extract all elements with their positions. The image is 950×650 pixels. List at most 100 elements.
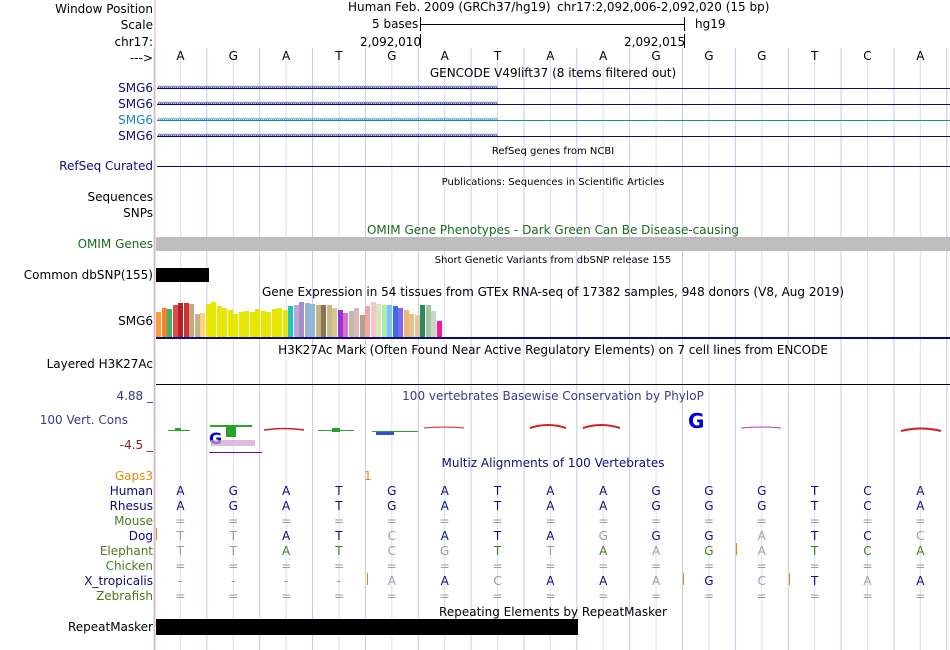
h3k27ac-track-title[interactable]: H3K27Ac Mark (Often Found Near Active Re… bbox=[278, 343, 828, 357]
multiz-base: = bbox=[492, 514, 503, 528]
gencode-transcript-label[interactable]: SMG6 bbox=[118, 81, 153, 95]
gtex-tissue-bar[interactable] bbox=[156, 311, 161, 337]
gtex-tissue-bar[interactable] bbox=[178, 302, 183, 337]
gtex-tissue-bar[interactable] bbox=[216, 306, 222, 337]
multiz-species-label[interactable]: Rhesus bbox=[109, 499, 153, 513]
gtex-tissue-bar[interactable] bbox=[354, 307, 359, 337]
gtex-tissue-bar[interactable] bbox=[183, 302, 189, 337]
publications-track-title[interactable]: Publications: Sequences in Scientific Ar… bbox=[441, 177, 665, 188]
gtex-tissue-bar[interactable] bbox=[227, 310, 233, 337]
gtex-tissue-bar[interactable] bbox=[315, 305, 321, 337]
repeatmasker-block[interactable] bbox=[156, 619, 578, 635]
gtex-tissue-bar[interactable] bbox=[425, 305, 431, 337]
gtex-tissue-bar[interactable] bbox=[436, 320, 442, 337]
repeatmasker-label[interactable]: RepeatMasker bbox=[67, 620, 153, 634]
refseq-label[interactable]: RefSeq Curated bbox=[59, 159, 153, 173]
gtex-tissue-bar[interactable] bbox=[409, 313, 414, 337]
gtex-tissue-bar[interactable] bbox=[392, 306, 398, 337]
gtex-tissue-bar[interactable] bbox=[414, 314, 420, 337]
gencode-transcript-line[interactable] bbox=[157, 88, 950, 89]
gtex-tissue-bar[interactable] bbox=[167, 308, 172, 337]
gtex-tissue-bar[interactable] bbox=[233, 313, 238, 337]
gtex-tissue-bar[interactable] bbox=[332, 307, 337, 337]
gtex-tissue-bar[interactable] bbox=[321, 305, 326, 337]
multiz-species-label[interactable]: Elephant bbox=[99, 544, 153, 558]
gtex-tissue-bar[interactable] bbox=[189, 303, 194, 337]
multiz-species-label[interactable]: Human bbox=[109, 484, 153, 498]
gtex-track-title[interactable]: Gene Expression in 54 tissues from GTEx … bbox=[261, 285, 845, 299]
gtex-tissue-bar[interactable] bbox=[376, 303, 381, 337]
dbsnp-label[interactable]: Common dbSNP(155) bbox=[23, 268, 153, 282]
gtex-gene-line[interactable] bbox=[156, 337, 950, 339]
gtex-tissue-bar[interactable] bbox=[299, 301, 304, 337]
multiz-base: = bbox=[386, 559, 397, 573]
gtex-tissue-bar[interactable] bbox=[431, 311, 436, 337]
gencode-transcript-label[interactable]: SMG6 bbox=[118, 97, 153, 111]
gtex-tissue-bar[interactable] bbox=[365, 306, 370, 337]
gtex-tissue-bar[interactable] bbox=[266, 311, 271, 337]
multiz-base: G bbox=[757, 499, 767, 513]
gtex-tissue-bar[interactable] bbox=[288, 306, 293, 337]
gtex-tissue-bar[interactable] bbox=[348, 311, 354, 337]
dbsnp-variant-block[interactable] bbox=[156, 268, 209, 282]
multiz-species-label[interactable]: Zebrafish bbox=[96, 589, 153, 603]
gtex-tissue-bar[interactable] bbox=[370, 301, 376, 337]
gtex-tissue-bar[interactable] bbox=[343, 312, 348, 337]
gtex-tissue-bar[interactable] bbox=[387, 304, 392, 337]
gtex-tissue-bar[interactable] bbox=[282, 310, 288, 337]
gencode-transcript-line[interactable] bbox=[157, 136, 950, 137]
gtex-tissue-bar[interactable] bbox=[238, 311, 244, 337]
multiz-species-label[interactable]: X_tropicalis bbox=[84, 574, 153, 588]
gtex-tissue-bar[interactable] bbox=[359, 315, 365, 337]
gtex-tissue-bar[interactable] bbox=[420, 304, 425, 337]
gencode-track-title[interactable]: GENCODE V49lift37 (8 items filtered out) bbox=[429, 66, 677, 80]
gencode-transcript-line[interactable] bbox=[157, 120, 950, 121]
multiz-species-label[interactable]: Chicken bbox=[105, 559, 153, 573]
gtex-tissue-bar[interactable] bbox=[222, 308, 227, 337]
gtex-tissue-bar[interactable] bbox=[211, 301, 216, 337]
omim-gene-block[interactable] bbox=[156, 237, 950, 251]
gtex-tissue-bar[interactable] bbox=[304, 302, 310, 337]
refseq-gene-line[interactable] bbox=[157, 166, 950, 167]
omim-label[interactable]: OMIM Genes bbox=[77, 237, 153, 251]
gtex-tissue-bar[interactable] bbox=[200, 312, 205, 337]
multiz-species-label[interactable]: Mouse bbox=[114, 514, 153, 528]
phylop-track-title[interactable]: 100 vertebrates Basewise Conservation by… bbox=[402, 389, 704, 403]
gtex-tissue-bar[interactable] bbox=[194, 313, 200, 337]
gtex-tissue-bar[interactable] bbox=[249, 311, 255, 337]
multiz-base: A bbox=[282, 499, 291, 513]
gtex-tissue-bar[interactable] bbox=[326, 305, 332, 337]
gtex-tissue-bar[interactable] bbox=[403, 310, 409, 337]
publications-snps-label[interactable]: SNPs bbox=[123, 206, 153, 220]
gtex-tissue-bar[interactable] bbox=[255, 308, 260, 337]
refseq-track-title[interactable]: RefSeq genes from NCBI bbox=[491, 146, 615, 157]
gtex-tissue-bar[interactable] bbox=[244, 311, 249, 337]
publications-sequences-label[interactable]: Sequences bbox=[87, 190, 153, 204]
phylop-conservation-plot[interactable]: G G bbox=[156, 410, 950, 455]
multiz-species-label[interactable]: Dog bbox=[128, 529, 153, 543]
multiz-track-title[interactable]: Multiz Alignments of 100 Vertebrates bbox=[441, 456, 665, 470]
dbsnp-track-title[interactable]: Short Genetic Variants from dbSNP releas… bbox=[434, 255, 672, 266]
gtex-tissue-bar[interactable] bbox=[310, 303, 315, 337]
gencode-transcript-label[interactable]: SMG6 bbox=[118, 113, 153, 127]
gencode-transcript-label[interactable]: SMG6 bbox=[118, 129, 153, 143]
phylop-label[interactable]: 100 Vert. Cons bbox=[39, 413, 128, 427]
gtex-tissue-bar[interactable] bbox=[271, 308, 277, 337]
multiz-base: C bbox=[757, 574, 766, 588]
gtex-tissue-bar[interactable] bbox=[337, 310, 343, 337]
gtex-tissue-bar[interactable] bbox=[172, 304, 178, 337]
gtex-tissue-bar[interactable] bbox=[293, 305, 299, 337]
gencode-transcript-line[interactable] bbox=[157, 104, 950, 105]
gtex-tissue-bar[interactable] bbox=[381, 304, 387, 337]
omim-track-title[interactable]: OMIM Gene Phenotypes - Dark Green Can Be… bbox=[366, 223, 740, 237]
gtex-tissue-bar[interactable] bbox=[161, 307, 167, 337]
gtex-tissue-bar[interactable] bbox=[205, 303, 211, 337]
gtex-tissue-bar[interactable] bbox=[398, 308, 403, 337]
multiz-base: = bbox=[281, 559, 292, 573]
gtex-label[interactable]: SMG6 bbox=[118, 314, 153, 328]
repeatmasker-track-title[interactable]: Repeating Elements by RepeatMasker bbox=[439, 605, 667, 619]
h3k27ac-baseline bbox=[156, 384, 950, 385]
gtex-tissue-bar[interactable] bbox=[260, 311, 266, 337]
h3k27ac-label[interactable]: Layered H3K27Ac bbox=[46, 357, 153, 371]
gtex-tissue-bar[interactable] bbox=[277, 308, 282, 337]
